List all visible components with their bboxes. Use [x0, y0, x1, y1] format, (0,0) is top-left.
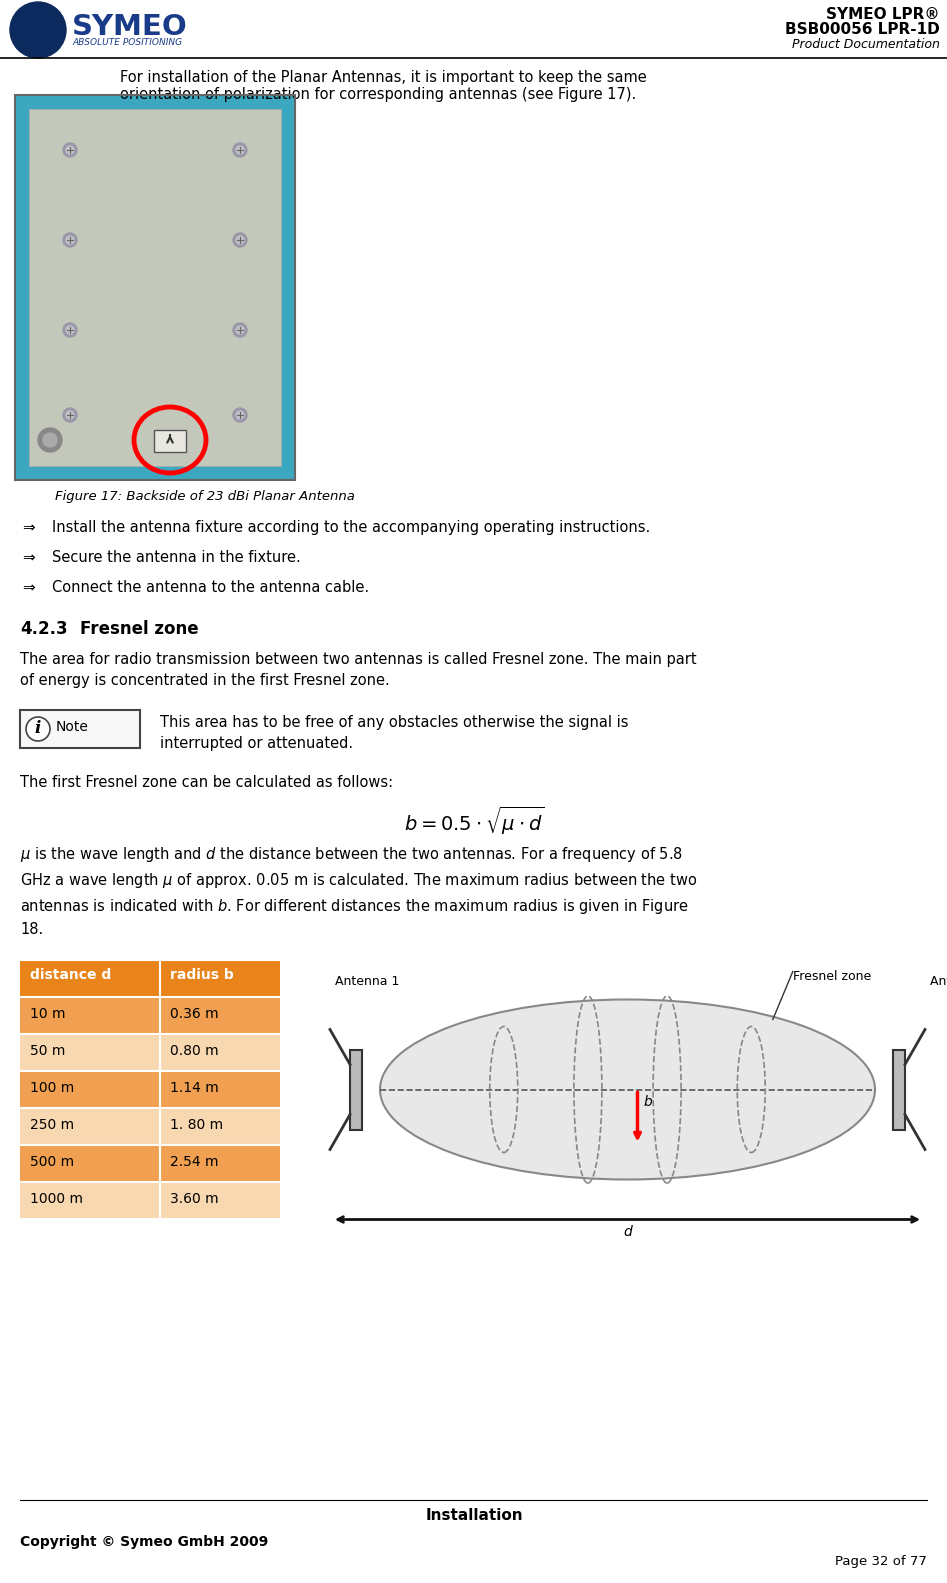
Text: Page 32 of 77: Page 32 of 77: [835, 1555, 927, 1569]
Text: Antenna 1: Antenna 1: [335, 975, 400, 988]
Bar: [350, 1050, 362, 1130]
Text: ⇒: ⇒: [22, 579, 35, 595]
Circle shape: [233, 323, 247, 337]
Text: 1000 m: 1000 m: [30, 1192, 83, 1206]
Text: ⇒: ⇒: [22, 549, 35, 565]
Bar: [154, 431, 186, 453]
Text: 100 m: 100 m: [30, 1081, 74, 1095]
FancyBboxPatch shape: [20, 711, 140, 749]
Bar: [20, 959, 160, 997]
Text: Product Documentation: Product Documentation: [792, 38, 940, 51]
Text: i: i: [35, 720, 41, 738]
Text: b: b: [644, 1094, 652, 1108]
Text: Installation: Installation: [425, 1509, 523, 1523]
Circle shape: [22, 14, 54, 46]
Bar: [160, 1034, 280, 1072]
Text: $b = 0.5 \cdot \sqrt{\mu \cdot d}$: $b = 0.5 \cdot \sqrt{\mu \cdot d}$: [403, 806, 545, 837]
Text: 4.2.3: 4.2.3: [20, 621, 67, 638]
Text: radius b: radius b: [170, 967, 234, 981]
Circle shape: [66, 236, 74, 244]
Text: SYMEO: SYMEO: [72, 13, 188, 41]
Bar: [20, 1034, 160, 1072]
Bar: [20, 1145, 160, 1183]
Bar: [160, 1145, 280, 1183]
Bar: [20, 1108, 160, 1145]
Circle shape: [10, 2, 66, 59]
Circle shape: [16, 8, 60, 52]
Text: Install the antenna fixture according to the accompanying operating instructions: Install the antenna fixture according to…: [52, 519, 651, 535]
Text: 10 m: 10 m: [30, 1007, 65, 1021]
Text: ⇒: ⇒: [22, 519, 35, 535]
Circle shape: [66, 326, 74, 334]
Text: SYMEO LPR®: SYMEO LPR®: [827, 6, 940, 22]
Bar: [20, 1072, 160, 1108]
Circle shape: [26, 717, 50, 741]
Text: 1. 80 m: 1. 80 m: [170, 1118, 223, 1132]
Text: ABSOLUTE POSITIONING: ABSOLUTE POSITIONING: [72, 38, 182, 47]
Text: Connect the antenna to the antenna cable.: Connect the antenna to the antenna cable…: [52, 579, 369, 595]
Text: distance d: distance d: [30, 967, 111, 981]
Circle shape: [63, 323, 77, 337]
Bar: [160, 997, 280, 1034]
Text: Antenna 2: Antenna 2: [930, 975, 947, 988]
Text: Fresnel zone: Fresnel zone: [80, 621, 199, 638]
Text: $\mu$ is the wave length and $d$ the distance between the two antennas. For a fr: $\mu$ is the wave length and $d$ the dis…: [20, 845, 697, 937]
Circle shape: [66, 412, 74, 419]
Text: For installation of the Planar Antennas, it is important to keep the same
orient: For installation of the Planar Antennas,…: [120, 70, 647, 103]
Text: 1.14 m: 1.14 m: [170, 1081, 219, 1095]
Bar: [29, 109, 281, 465]
Bar: [20, 997, 160, 1034]
Ellipse shape: [380, 999, 875, 1179]
Text: 0.36 m: 0.36 m: [170, 1007, 219, 1021]
Circle shape: [63, 408, 77, 423]
Bar: [15, 95, 295, 480]
Circle shape: [63, 233, 77, 247]
Circle shape: [233, 233, 247, 247]
Circle shape: [66, 146, 74, 154]
Text: This area has to be free of any obstacles otherwise the signal is
interrupted or: This area has to be free of any obstacle…: [160, 716, 629, 750]
Text: Secure the antenna in the fixture.: Secure the antenna in the fixture.: [52, 549, 301, 565]
Bar: [160, 1183, 280, 1219]
Circle shape: [236, 146, 244, 154]
Text: Note: Note: [56, 720, 89, 735]
Text: The first Fresnel zone can be calculated as follows:: The first Fresnel zone can be calculated…: [20, 776, 393, 790]
Circle shape: [236, 236, 244, 244]
Text: 0.80 m: 0.80 m: [170, 1045, 219, 1057]
Text: BSB00056 LPR-1D: BSB00056 LPR-1D: [785, 22, 940, 36]
Text: 500 m: 500 m: [30, 1156, 74, 1168]
Bar: [20, 1183, 160, 1219]
Text: d: d: [623, 1225, 632, 1238]
Text: 3.60 m: 3.60 m: [170, 1192, 219, 1206]
Text: 250 m: 250 m: [30, 1118, 74, 1132]
Circle shape: [236, 326, 244, 334]
Bar: [160, 1108, 280, 1145]
Text: The area for radio transmission between two antennas is called Fresnel zone. The: The area for radio transmission between …: [20, 652, 697, 689]
Bar: [160, 1072, 280, 1108]
Text: Copyright © Symeo GmbH 2009: Copyright © Symeo GmbH 2009: [20, 1536, 268, 1550]
Circle shape: [236, 412, 244, 419]
Text: Fresnel zone: Fresnel zone: [793, 969, 871, 983]
Circle shape: [233, 408, 247, 423]
Bar: [15, 95, 295, 480]
Circle shape: [233, 142, 247, 157]
Bar: [160, 959, 280, 997]
Text: Figure 17: Backside of 23 dBi Planar Antenna: Figure 17: Backside of 23 dBi Planar Ant…: [55, 491, 355, 503]
Circle shape: [43, 434, 57, 446]
Circle shape: [28, 21, 48, 40]
Bar: [893, 1050, 905, 1130]
Text: 50 m: 50 m: [30, 1045, 65, 1057]
Circle shape: [38, 427, 62, 453]
Text: 2.54 m: 2.54 m: [170, 1156, 219, 1168]
Circle shape: [63, 142, 77, 157]
